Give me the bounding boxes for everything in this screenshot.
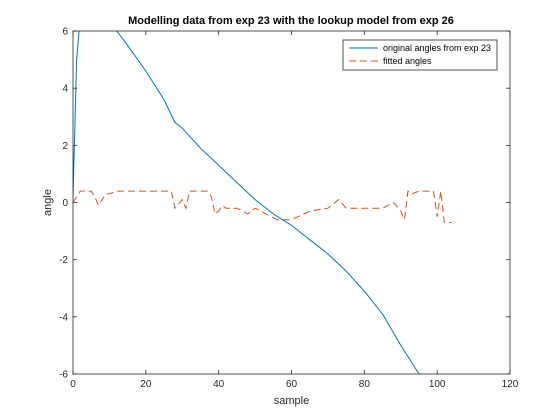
- y-tick-label: -6: [59, 370, 68, 381]
- x-tick-label: 0: [70, 379, 76, 390]
- x-tick-label: 40: [213, 379, 225, 390]
- legend-label-1: original angles from exp 23: [383, 43, 491, 53]
- y-tick-label: 0: [62, 198, 68, 209]
- x-axis-label: sample: [274, 395, 309, 407]
- y-tick-label: -2: [59, 255, 68, 266]
- legend-box: [342, 39, 498, 71]
- x-tick-label: 20: [140, 379, 152, 390]
- legend-label-2: fitted angles: [383, 56, 432, 66]
- y-tick-label: 6: [62, 27, 68, 38]
- series-line-1: [73, 31, 420, 374]
- chart-title: Modelling data from exp 23 with the look…: [128, 15, 454, 27]
- x-tick-label: 100: [429, 379, 446, 390]
- y-tick-label: -4: [59, 312, 68, 323]
- y-tick-label: 4: [62, 84, 68, 95]
- y-axis-label: angle: [42, 189, 54, 216]
- x-tick-label: 60: [286, 379, 298, 390]
- series-line-2: [73, 190, 452, 223]
- legend: original angles from exp 23 fitted angles: [342, 39, 498, 71]
- y-tick-label: 2: [62, 141, 68, 152]
- x-tick-label: 120: [502, 379, 519, 390]
- x-tick-label: 80: [359, 379, 371, 390]
